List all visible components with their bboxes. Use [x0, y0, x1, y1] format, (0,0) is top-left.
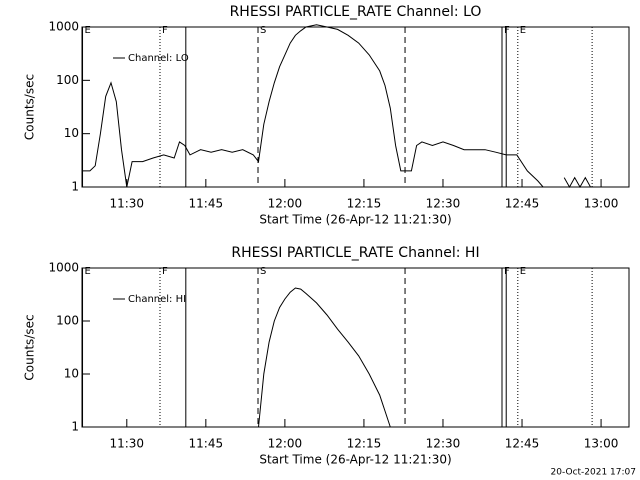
event-label: F	[504, 25, 510, 36]
x-tick-label: 11:45	[189, 197, 224, 211]
x-axis-label: Start Time (26-Apr-12 11:21:30)	[259, 453, 451, 467]
x-tick-label: 12:15	[347, 437, 382, 451]
y-axis-label: Counts/sec	[23, 74, 37, 140]
event-label: S	[260, 25, 266, 36]
y-tick-label: 100	[56, 314, 79, 328]
event-label: E	[520, 25, 526, 36]
x-tick-label: 12:45	[505, 437, 540, 451]
event-label: F	[504, 266, 510, 277]
chart-title: RHESSI PARTICLE_RATE Channel: LO	[230, 4, 482, 20]
x-tick-label: 13:00	[584, 437, 619, 451]
event-label: E	[520, 266, 526, 277]
y-tick-label: 1	[71, 420, 79, 434]
footer: 20-Oct-2021 17:07	[551, 468, 636, 478]
x-tick-label: 12:30	[426, 197, 461, 211]
event-label: F	[162, 266, 168, 277]
y-tick-label: 1	[71, 180, 79, 194]
x-tick-label: 12:00	[268, 437, 303, 451]
y-tick-label: 1000	[48, 20, 79, 34]
x-tick-label: 11:30	[109, 437, 144, 451]
event-label: E	[85, 25, 91, 36]
series-line	[258, 287, 391, 428]
legend-label: Channel: HI	[128, 294, 186, 305]
x-tick-label: 12:30	[426, 437, 461, 451]
plot-frame	[81, 267, 630, 428]
x-tick-label: 11:30	[109, 197, 144, 211]
x-tick-label: 12:00	[268, 197, 303, 211]
x-tick-label: 12:15	[347, 197, 382, 211]
x-tick-label: 11:45	[189, 437, 224, 451]
event-label: F	[162, 25, 168, 36]
legend-label: Channel: LO	[128, 53, 189, 64]
y-tick-label: 10	[64, 126, 79, 140]
chart-title: RHESSI PARTICLE_RATE Channel: HI	[231, 245, 479, 261]
plot-frame	[81, 26, 630, 188]
y-tick-label: 100	[56, 73, 79, 87]
x-axis-label: Start Time (26-Apr-12 11:21:30)	[259, 213, 451, 227]
x-tick-label: 13:00	[584, 197, 619, 211]
series-line	[82, 24, 591, 189]
x-tick-label: 12:45	[505, 197, 540, 211]
y-axis-label: Counts/sec	[23, 314, 37, 380]
y-tick-label: 10	[64, 367, 79, 381]
event-label: E	[85, 266, 91, 277]
event-label: S	[260, 266, 266, 277]
y-tick-label: 1000	[48, 261, 79, 275]
